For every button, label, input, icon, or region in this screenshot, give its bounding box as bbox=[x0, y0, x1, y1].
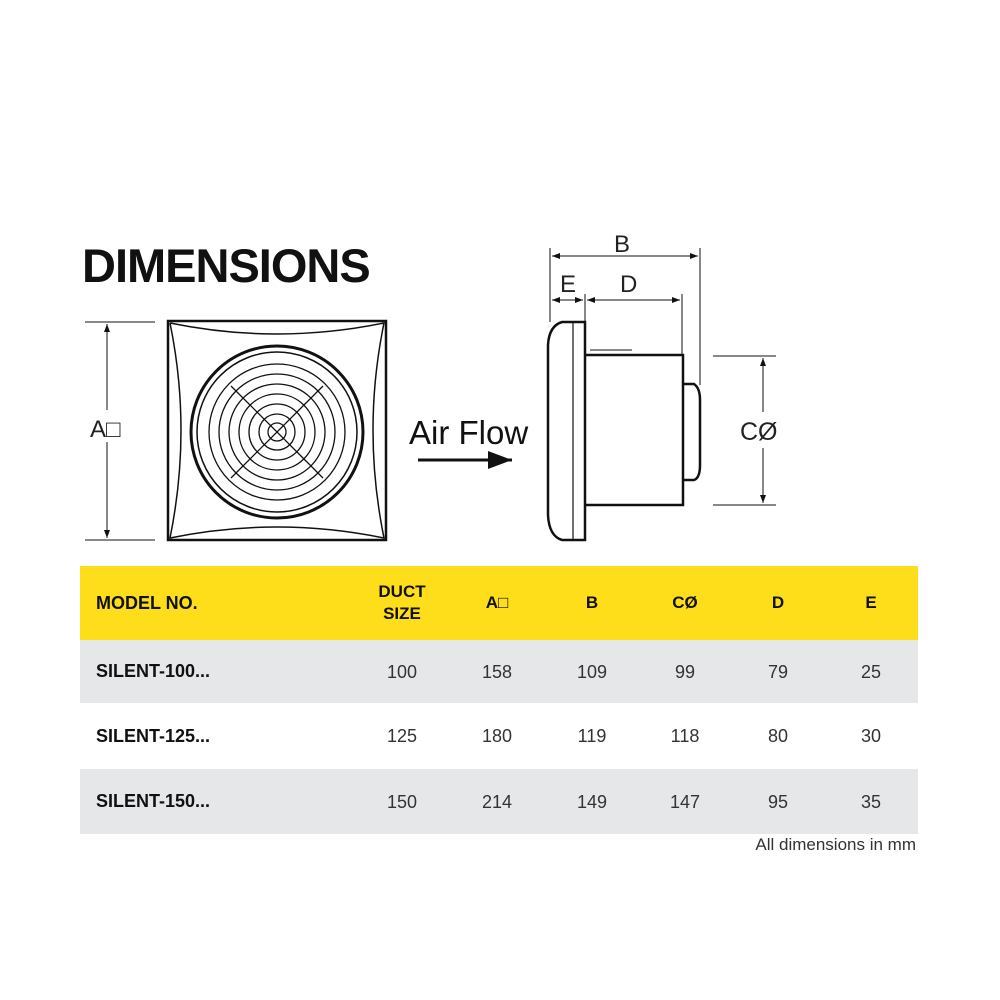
duct-size-cell: 150 bbox=[386, 791, 418, 812]
header-model: MODEL NO. bbox=[96, 592, 198, 613]
dimension-a-label: A□ bbox=[90, 416, 121, 443]
model-cell: SILENT-150... bbox=[96, 791, 211, 811]
d-cell: 79 bbox=[767, 661, 789, 682]
header-d: D bbox=[771, 593, 785, 612]
a-cell: 180 bbox=[481, 726, 513, 746]
c-cell: 99 bbox=[674, 661, 696, 682]
table-header: MODEL NO. DUCT SIZE A□ B CØ D E bbox=[80, 566, 918, 640]
duct-size-cell: 125 bbox=[386, 726, 418, 746]
b-cell: 109 bbox=[576, 661, 608, 682]
dimension-e-label: E bbox=[560, 271, 576, 298]
header-b: B bbox=[585, 593, 599, 612]
dimension-c-label: CØ bbox=[740, 418, 778, 446]
header-duct-size: DUCT SIZE bbox=[378, 582, 426, 623]
header-c: CØ bbox=[672, 593, 698, 612]
table-row: SILENT-100... 100 158 109 99 79 25 bbox=[80, 640, 918, 703]
e-cell: 25 bbox=[860, 661, 882, 682]
air-flow-label: Air Flow bbox=[409, 414, 528, 451]
a-cell: 158 bbox=[481, 661, 513, 682]
b-cell: 119 bbox=[577, 726, 607, 746]
dimension-d-label: D bbox=[620, 271, 637, 298]
page-title: DIMENSIONS bbox=[82, 239, 371, 292]
header-a: A□ bbox=[485, 593, 509, 612]
units-note: All dimensions in mm bbox=[755, 835, 916, 854]
dimension-b-label: B bbox=[614, 231, 630, 258]
a-cell: 214 bbox=[481, 791, 513, 812]
c-cell: 118 bbox=[670, 726, 700, 746]
e-cell: 35 bbox=[860, 791, 882, 812]
d-cell: 80 bbox=[767, 726, 789, 746]
duct-size-cell: 100 bbox=[386, 661, 418, 682]
table-row: SILENT-150... 150 214 149 147 95 35 bbox=[80, 769, 918, 834]
c-cell: 147 bbox=[669, 791, 701, 812]
model-cell: SILENT-125... bbox=[96, 725, 211, 746]
side-view bbox=[546, 248, 776, 542]
dimensions-table: MODEL NO. DUCT SIZE A□ B CØ D E SILENT-1… bbox=[80, 566, 918, 834]
front-view bbox=[85, 319, 388, 542]
fan-dimension-diagram: A□ Air Flow B E D CØ bbox=[85, 231, 778, 542]
model-cell: SILENT-100... bbox=[96, 661, 211, 681]
header-e: E bbox=[865, 593, 877, 612]
b-cell: 149 bbox=[576, 791, 608, 812]
table-row: SILENT-125... 125 180 119 118 80 30 bbox=[80, 703, 918, 769]
e-cell: 30 bbox=[860, 726, 882, 746]
d-cell: 95 bbox=[767, 791, 789, 812]
